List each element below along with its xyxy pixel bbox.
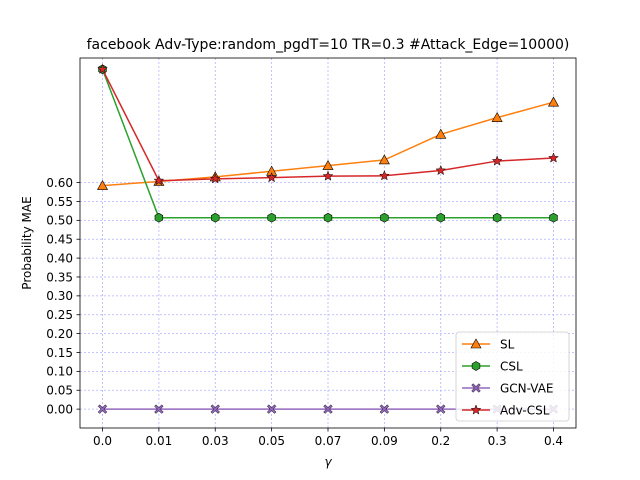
y-tick-label: 0.60 [46,176,73,190]
y-tick-label: 0.50 [46,214,73,228]
data-point-marker [436,404,446,414]
data-point-marker [378,154,390,165]
x-tick-label: 0.01 [146,434,173,448]
data-point-marker [435,164,447,176]
data-point-marker [379,404,390,414]
data-point-marker [97,404,108,414]
data-point-marker [211,212,220,223]
data-point-marker [380,212,389,223]
legend-label: SL [500,337,515,351]
x-tick-label: 0.05 [258,434,285,448]
legend-label: GCN-VAE [500,381,554,395]
x-axis-label: γ [324,455,332,469]
y-tick-label: 0.15 [46,346,73,360]
legend-box [455,331,570,422]
data-point-marker [153,174,165,186]
y-axis-label: Probability MAE [20,196,34,289]
data-point-marker [323,404,333,414]
data-point-marker [154,212,164,223]
data-point-marker [267,212,276,223]
data-point-marker [492,212,502,223]
series-adv-csl [97,63,559,186]
data-point-marker [491,112,503,122]
legend-marker [470,404,482,415]
data-point-marker [548,152,559,163]
x-tick-label: 0.07 [315,434,342,448]
data-point-marker [154,404,164,414]
data-point-marker [266,171,278,183]
x-tick-label: 0.4 [544,434,563,448]
x-tick-label: 0.2 [431,434,450,448]
data-point-marker [97,63,108,74]
legend-item: SL [462,337,515,351]
data-point-marker [435,128,447,139]
legend-item: GCN-VAE [462,381,554,395]
chart-title: facebook Adv-Type:random_pgdT=10 TR=0.3 … [87,37,570,53]
x-tick-label: 0.0 [93,434,112,448]
data-point-marker [549,212,558,223]
axes: 0.0 0.01 0.03 0.05 0.07 0.09 0.2 0.3 0.4 0.00 0.05… [46,176,563,448]
y-tick-label: 0.55 [46,195,73,209]
data-point-marker [323,212,333,223]
data-point-marker [209,173,221,184]
legend-item: CSL [462,359,523,373]
data-point-marker [322,170,334,181]
data-point-marker [436,212,445,223]
data-point-marker [210,404,220,414]
x-tick-label: 0.3 [488,434,507,448]
y-tick-label: 0.20 [46,327,73,341]
y-tick-label: 0.40 [46,251,73,265]
legend-marker [471,383,481,393]
y-tick-label: 0.05 [46,384,73,398]
data-point-marker [96,179,109,190]
y-tick-label: 0.10 [46,365,73,379]
data-point-marker [378,170,390,181]
legend-marker [470,338,482,349]
x-tick-label: 0.03 [202,434,229,448]
legend-label: Adv-CSL [500,403,550,417]
y-tick-label: 0.30 [46,289,73,303]
y-tick-label: 0.00 [46,402,73,416]
legend-label: CSL [500,359,523,373]
data-point-marker [491,155,503,166]
series-layer [96,63,560,414]
legend-marker [471,361,481,371]
x-tick-label: 0.09 [371,434,398,448]
y-tick-label: 0.45 [46,233,73,247]
data-point-marker [547,96,560,107]
legend: SL CSL GCN-VAE Adv-CSL [455,331,570,422]
legend-item: Adv-CSL [462,403,550,417]
data-point-marker [322,159,334,170]
y-tick-label: 0.25 [46,308,73,322]
y-tick-label: 0.35 [46,270,73,284]
data-point-marker [266,404,277,414]
